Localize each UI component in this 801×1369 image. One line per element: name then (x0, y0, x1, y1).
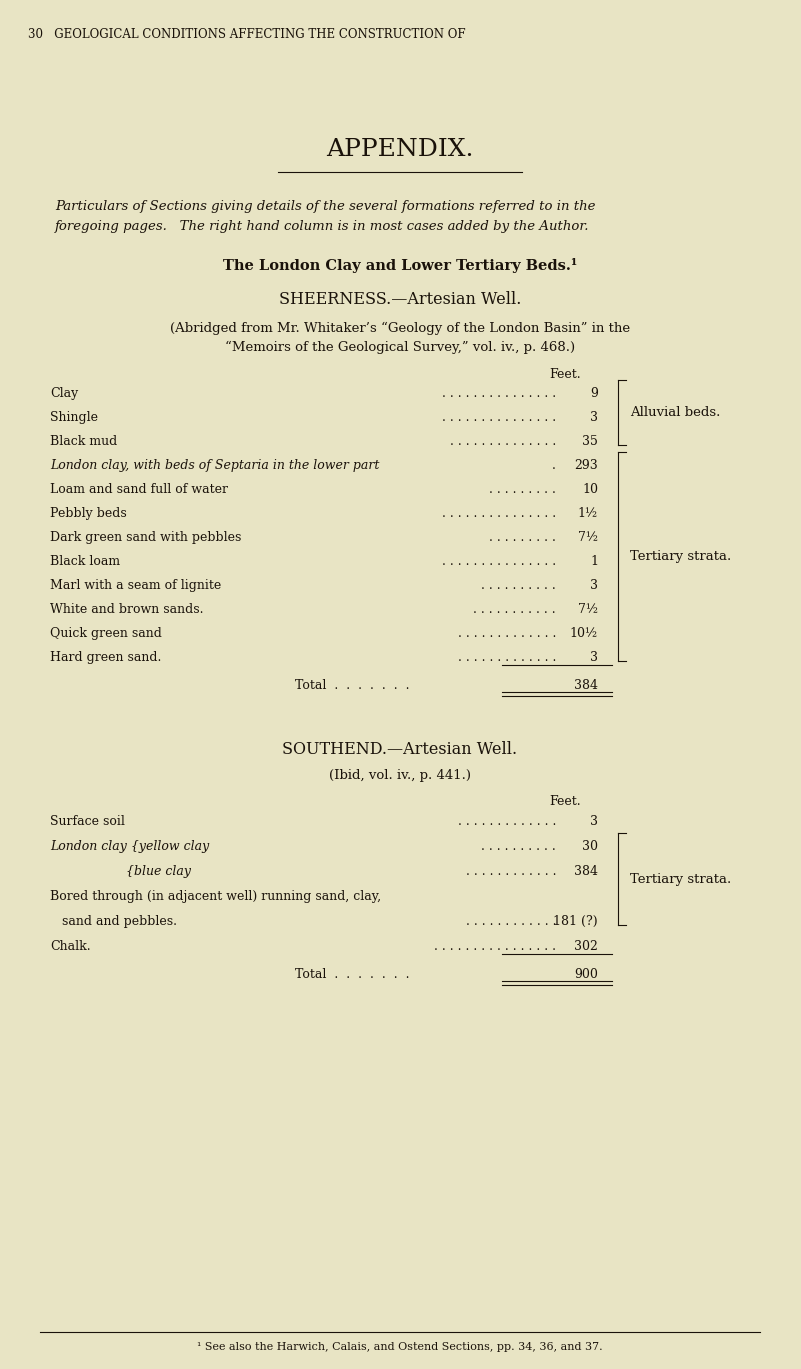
Text: 181 (?): 181 (?) (553, 914, 598, 928)
Text: 35: 35 (582, 435, 598, 448)
Text: 9: 9 (590, 387, 598, 400)
Text: (Abridged from Mr. Whitaker’s “Geology of the London Basin” in the: (Abridged from Mr. Whitaker’s “Geology o… (170, 322, 630, 335)
Text: . . . . . . . . . . . .: . . . . . . . . . . . . (465, 914, 556, 928)
Text: Quick green sand: Quick green sand (50, 627, 162, 639)
Text: . . . . . . . . . . .: . . . . . . . . . . . (473, 602, 556, 616)
Text: Shingle: Shingle (50, 411, 98, 424)
Text: Hard green sand.: Hard green sand. (50, 652, 161, 664)
Text: Loam and sand full of water: Loam and sand full of water (50, 483, 228, 496)
Text: . . . . . . . . . . . . . . .: . . . . . . . . . . . . . . . (442, 411, 556, 424)
Text: 900: 900 (574, 968, 598, 982)
Text: .: . (552, 459, 556, 472)
Text: . . . . . . . . . . . . . . .: . . . . . . . . . . . . . . . (442, 507, 556, 520)
Text: . . . . . . . . . . . . .: . . . . . . . . . . . . . (457, 652, 556, 664)
Text: Feet.: Feet. (549, 368, 581, 381)
Text: 10: 10 (582, 483, 598, 496)
Text: Marl with a seam of lignite: Marl with a seam of lignite (50, 579, 221, 591)
Text: sand and pebbles.: sand and pebbles. (50, 914, 177, 928)
Text: 384: 384 (574, 865, 598, 878)
Text: 30   GEOLOGICAL CONDITIONS AFFECTING THE CONSTRUCTION OF: 30 GEOLOGICAL CONDITIONS AFFECTING THE C… (28, 27, 465, 41)
Text: . . . . . . . . .: . . . . . . . . . (489, 531, 556, 543)
Text: 1: 1 (590, 554, 598, 568)
Text: . . . . . . . . . . . . . . . .: . . . . . . . . . . . . . . . . (434, 941, 556, 953)
Text: Chalk.: Chalk. (50, 941, 91, 953)
Text: {blue clay: {blue clay (50, 865, 191, 878)
Text: . . . . . . . . . . . . . . .: . . . . . . . . . . . . . . . (442, 554, 556, 568)
Text: foregoing pages.   The right hand column is in most cases added by the Author.: foregoing pages. The right hand column i… (55, 220, 590, 233)
Text: Tertiary strata.: Tertiary strata. (630, 550, 731, 563)
Text: 7½: 7½ (578, 602, 598, 616)
Text: Feet.: Feet. (549, 795, 581, 808)
Text: 7½: 7½ (578, 531, 598, 543)
Text: 384: 384 (574, 679, 598, 691)
Text: Total  .  .  .  .  .  .  .: Total . . . . . . . (295, 968, 409, 982)
Text: Pebbly beds: Pebbly beds (50, 507, 127, 520)
Text: White and brown sands.: White and brown sands. (50, 602, 203, 616)
Text: ¹ See also the Harwich, Calais, and Ostend Sections, pp. 34, 36, and 37.: ¹ See also the Harwich, Calais, and Oste… (197, 1342, 603, 1353)
Text: 3: 3 (590, 815, 598, 828)
Text: The London Clay and Lower Tertiary Beds.¹: The London Clay and Lower Tertiary Beds.… (223, 257, 578, 272)
Text: . . . . . . . . . .: . . . . . . . . . . (481, 841, 556, 853)
Text: . . . . . . . . . .: . . . . . . . . . . (481, 579, 556, 591)
Text: . . . . . . . . . . . .: . . . . . . . . . . . . (465, 865, 556, 878)
Text: . . . . . . . . . . . . . .: . . . . . . . . . . . . . . (449, 435, 556, 448)
Text: 302: 302 (574, 941, 598, 953)
Text: Particulars of Sections giving details of the several formations referred to in : Particulars of Sections giving details o… (55, 200, 595, 214)
Text: Alluvial beds.: Alluvial beds. (630, 407, 720, 419)
Text: Bored through (in adjacent well) running sand, clay,: Bored through (in adjacent well) running… (50, 890, 381, 904)
Text: Black loam: Black loam (50, 554, 120, 568)
Text: London clay, with beds of Septaria in the lower part: London clay, with beds of Septaria in th… (50, 459, 380, 472)
Text: SHEERNESS.—Artesian Well.: SHEERNESS.—Artesian Well. (279, 292, 521, 308)
Text: Tertiary strata.: Tertiary strata. (630, 872, 731, 886)
Text: . . . . . . . . .: . . . . . . . . . (489, 483, 556, 496)
Text: 30: 30 (582, 841, 598, 853)
Text: “Memoirs of the Geological Survey,” vol. iv., p. 468.): “Memoirs of the Geological Survey,” vol.… (225, 341, 575, 355)
Text: 3: 3 (590, 579, 598, 591)
Text: 293: 293 (574, 459, 598, 472)
Text: . . . . . . . . . . . . . . .: . . . . . . . . . . . . . . . (442, 387, 556, 400)
Text: . . . . . . . . . . . . .: . . . . . . . . . . . . . (457, 815, 556, 828)
Text: APPENDIX.: APPENDIX. (326, 138, 473, 162)
Text: SOUTHEND.—Artesian Well.: SOUTHEND.—Artesian Well. (283, 741, 517, 758)
Text: Surface soil: Surface soil (50, 815, 125, 828)
Text: (Ibid, vol. iv., p. 441.): (Ibid, vol. iv., p. 441.) (329, 769, 471, 782)
Text: 3: 3 (590, 652, 598, 664)
Text: 10½: 10½ (570, 627, 598, 639)
Text: . . . . . . . . . . . . .: . . . . . . . . . . . . . (457, 627, 556, 639)
Text: London clay {yellow clay: London clay {yellow clay (50, 841, 209, 853)
Text: 1½: 1½ (578, 507, 598, 520)
Text: Black mud: Black mud (50, 435, 117, 448)
Text: Total  .  .  .  .  .  .  .: Total . . . . . . . (295, 679, 409, 691)
Text: 3: 3 (590, 411, 598, 424)
Text: Dark green sand with pebbles: Dark green sand with pebbles (50, 531, 241, 543)
Text: Clay: Clay (50, 387, 78, 400)
